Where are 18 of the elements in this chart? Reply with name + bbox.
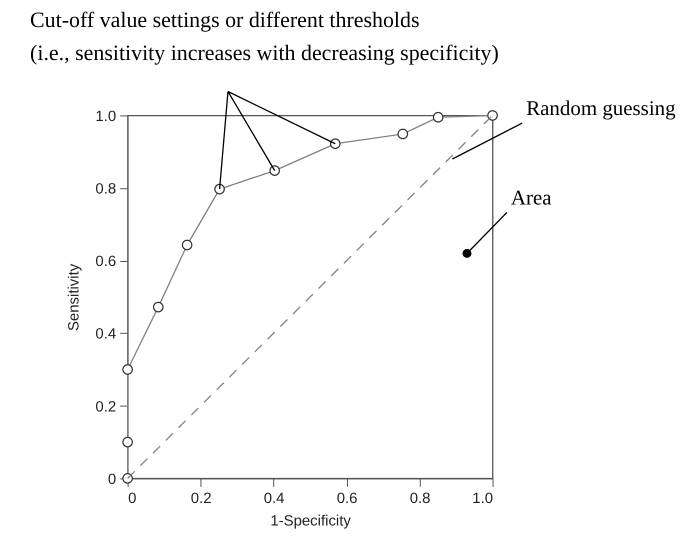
annotation: Random guessing bbox=[526, 96, 676, 120]
annotation: Area bbox=[510, 186, 552, 210]
x-tick-label: 0.4 bbox=[264, 490, 284, 507]
y-tick-label: 0 bbox=[108, 470, 116, 488]
x-tick-label: 0.2 bbox=[190, 490, 212, 507]
x-tick-label: 1.0 bbox=[472, 490, 494, 507]
x-axis-title: 1-Specificity bbox=[270, 512, 352, 530]
y-tick-label: 0.2 bbox=[95, 398, 116, 416]
y-tick-label: 0.4 bbox=[95, 326, 116, 343]
y-tick-label: 0.8 bbox=[95, 180, 116, 198]
y-tick-label: 0.6 bbox=[95, 253, 116, 270]
y-tick-label: 1.0 bbox=[95, 108, 116, 125]
text: (i.e., sensitivity increases with decreasing specificity) bbox=[30, 40, 499, 65]
x-tick-label: 0 bbox=[128, 490, 136, 507]
x-tick-label: 0.8 bbox=[410, 490, 430, 507]
x-tick-label: 0.6 bbox=[336, 490, 358, 507]
y-axis-title: Sensitivity bbox=[65, 263, 82, 332]
text: Cut-off value settings or different thresholds bbox=[30, 7, 420, 32]
